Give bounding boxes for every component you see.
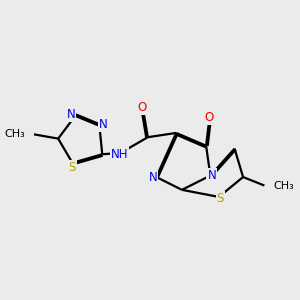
Text: NH: NH xyxy=(111,148,128,161)
Text: S: S xyxy=(217,192,224,205)
Text: N: N xyxy=(67,108,75,121)
Text: O: O xyxy=(137,101,147,114)
Text: O: O xyxy=(204,111,214,124)
Text: N: N xyxy=(148,170,157,184)
Text: N: N xyxy=(207,169,216,182)
Text: N: N xyxy=(99,118,108,131)
Text: S: S xyxy=(69,160,76,174)
Text: CH₃: CH₃ xyxy=(5,129,26,140)
Text: CH₃: CH₃ xyxy=(273,181,294,190)
